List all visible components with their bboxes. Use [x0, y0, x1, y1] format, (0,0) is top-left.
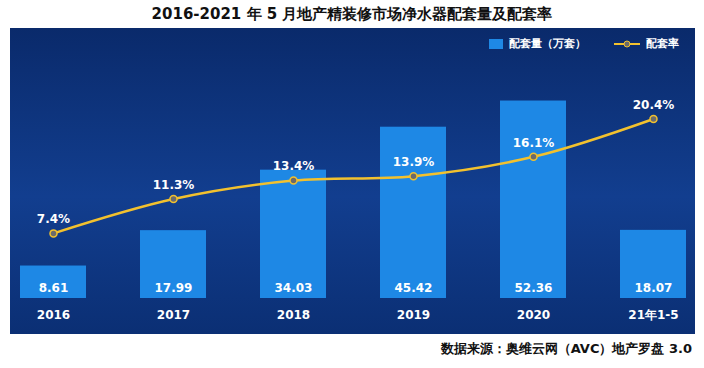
html-text:数据来源：奥维云网（AVC）地产罗盘 3.0: 数据来源：奥维云网（AVC）地产罗盘 3.0: [440, 341, 692, 356]
svg-text:13.9%: 13.9%: [393, 155, 435, 169]
svg-text:2018: 2018: [277, 308, 310, 322]
svg-text:17.99: 17.99: [155, 281, 193, 295]
svg-text:2020: 2020: [517, 308, 550, 322]
svg-text:16.1%: 16.1%: [513, 136, 555, 150]
svg-text:45.42: 45.42: [395, 281, 433, 295]
svg-text:8.61: 8.61: [39, 281, 69, 295]
svg-text:2019: 2019: [397, 308, 430, 322]
html-text:2016-2021 年 5 月地产精装修市场净水器配套量及配: 2016-2021 年 5 月地产精装修市场净水器配套量及配套率: [151, 5, 553, 23]
svg-text:13.4%: 13.4%: [273, 159, 315, 173]
svg-text:21年1-5: 21年1-5: [628, 308, 678, 322]
svg-text:18.07: 18.07: [635, 281, 673, 295]
svg-text:34.03: 34.03: [275, 281, 313, 295]
html-text:配套率: 配套率: [646, 37, 679, 50]
html-text:配套量（万套）: 配套量（万套）: [509, 37, 586, 50]
svg-text:52.36: 52.36: [515, 281, 553, 295]
svg-text:11.3%: 11.3%: [153, 178, 195, 192]
svg-text:20.4%: 20.4%: [633, 98, 675, 112]
svg-text:2017: 2017: [157, 308, 190, 322]
svg-text:7.4%: 7.4%: [37, 212, 70, 226]
svg-text:2016: 2016: [37, 308, 70, 322]
